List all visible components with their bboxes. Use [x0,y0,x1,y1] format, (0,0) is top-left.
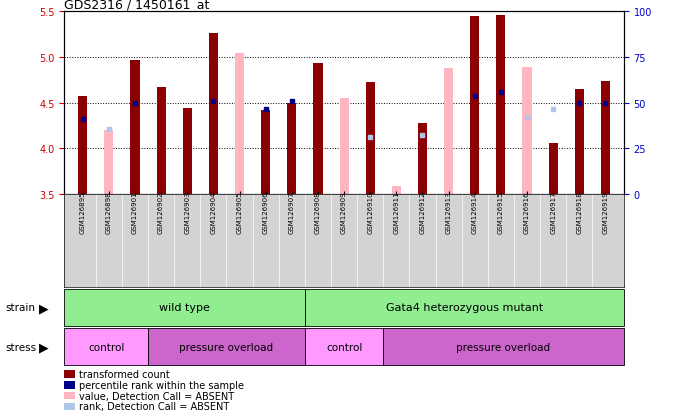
Bar [496,16,506,194]
Bar [78,97,87,194]
Text: Gata4 heterozygous mutant: Gata4 heterozygous mutant [386,303,543,313]
Bar [340,99,348,194]
Bar [575,97,584,194]
Bar [182,109,192,194]
Bar [471,17,479,194]
Bar [444,69,453,194]
Bar [305,289,624,326]
Bar [418,123,427,194]
Bar [601,81,610,194]
Bar [104,131,113,194]
Bar [148,328,305,366]
Text: GDS2316 / 1450161_at: GDS2316 / 1450161_at [64,0,210,11]
Bar [130,61,140,194]
Bar [575,90,584,194]
Bar [64,328,148,366]
Bar [549,144,558,194]
Text: stress: stress [5,342,37,352]
Text: ▶: ▶ [39,340,49,354]
Text: rank, Detection Call = ABSENT: rank, Detection Call = ABSENT [79,401,230,411]
Text: wild type: wild type [159,303,210,313]
Bar [157,88,165,194]
Bar [305,328,383,366]
Text: control: control [88,342,125,352]
Bar [261,111,271,194]
Bar [365,82,375,194]
Text: value, Detection Call = ABSENT: value, Detection Call = ABSENT [79,391,235,401]
Bar [287,103,296,194]
Text: pressure overload: pressure overload [180,342,273,352]
Text: percentile rank within the sample: percentile rank within the sample [79,380,244,390]
Text: pressure overload: pressure overload [456,342,551,352]
Bar [392,187,401,194]
Bar [64,289,305,326]
Text: ▶: ▶ [39,301,49,314]
Bar [313,64,323,194]
Text: transformed count: transformed count [79,369,170,379]
Bar [383,328,624,366]
Text: control: control [326,342,362,352]
Text: strain: strain [5,303,35,313]
Bar [209,34,218,194]
Bar [235,54,244,194]
Bar [523,68,532,194]
